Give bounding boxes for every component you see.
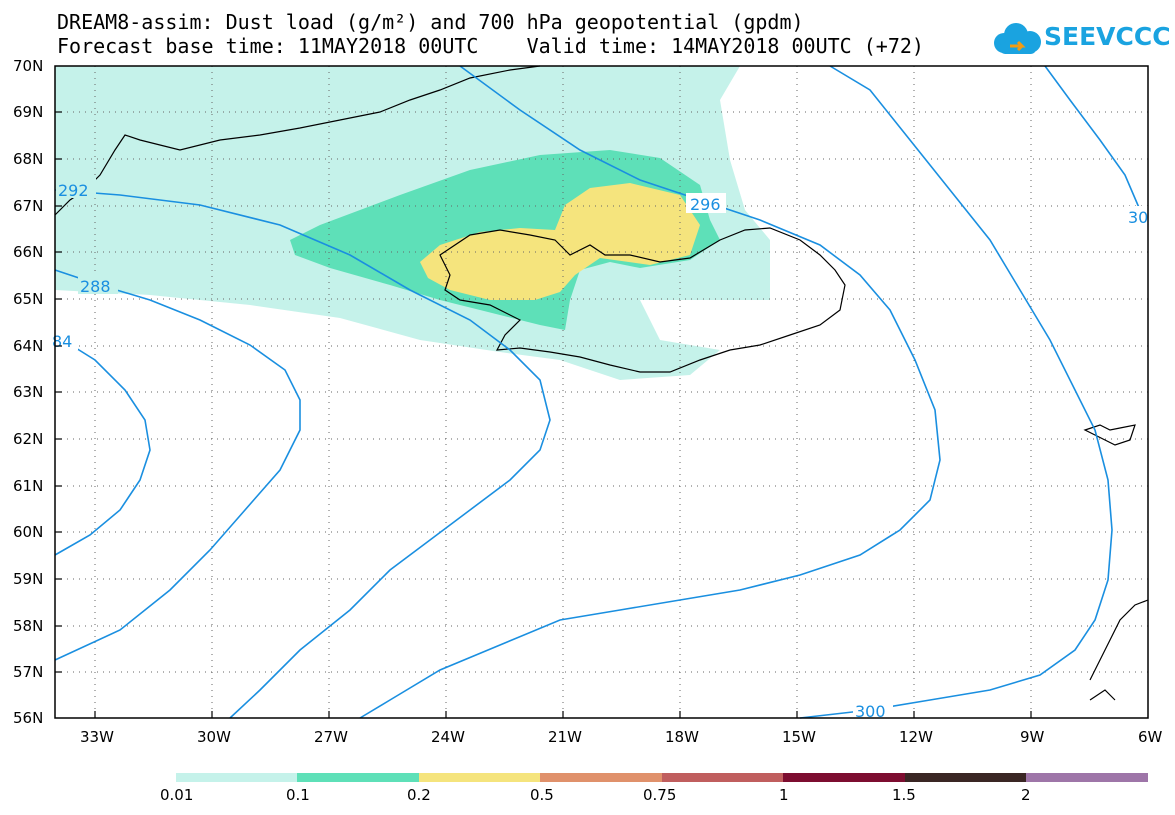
lat-label: 58N	[13, 617, 43, 635]
lon-label: 6W	[1138, 728, 1163, 746]
colorbar-label: 0.1	[286, 786, 310, 804]
lat-label: 61N	[13, 477, 43, 495]
colorbar-swatch	[905, 773, 1026, 782]
scotland-coast	[1089, 599, 1149, 701]
grid-lines	[55, 66, 1148, 718]
dust-field	[55, 66, 770, 380]
lat-label: 56N	[13, 709, 43, 727]
colorbar-label: 0.75	[643, 786, 676, 804]
contour-label-296: 296	[690, 195, 721, 214]
lon-label: 18W	[665, 728, 699, 746]
iceland-coast	[439, 227, 846, 373]
colorbar-label: 1.5	[892, 786, 916, 804]
geopotential-contours	[54, 65, 1149, 719]
lat-label: 60N	[13, 523, 43, 541]
colorbar-label: 2	[1021, 786, 1031, 804]
contour-labels: 292 288 84 296 300 30	[52, 178, 1148, 721]
lat-label: 62N	[13, 430, 43, 448]
lat-label: 65N	[13, 290, 43, 308]
lon-label: 33W	[80, 728, 114, 746]
coastline	[54, 65, 1149, 701]
logo-text: SEEVCCC	[1044, 22, 1171, 51]
lat-label: 57N	[13, 663, 43, 681]
colorbar-swatch	[419, 773, 540, 782]
lon-label: 24W	[431, 728, 465, 746]
dust-area-high	[420, 183, 700, 300]
lon-label: 12W	[899, 728, 933, 746]
contour-label-30: 30	[1128, 208, 1148, 227]
lat-label: 68N	[13, 150, 43, 168]
colorbar-swatch	[540, 773, 662, 782]
colorbar-swatch	[297, 773, 419, 782]
faroe-islands	[1083, 424, 1136, 446]
lat-label: 63N	[13, 383, 43, 401]
colorbar-label: 0.01	[160, 786, 193, 804]
colorbar-label: 0.5	[530, 786, 554, 804]
colorbar-label: 0.2	[407, 786, 431, 804]
contour-label-288: 288	[80, 277, 111, 296]
cloud-icon	[994, 23, 1041, 54]
lat-label: 66N	[13, 243, 43, 261]
tick-marks	[55, 111, 1032, 718]
lat-label: 64N	[13, 337, 43, 355]
lon-label: 15W	[782, 728, 816, 746]
contour-label-292: 292	[58, 181, 89, 200]
longitude-labels: 33W 30W 27W 24W 21W 18W 15W 12W 9W 6W	[80, 728, 1163, 746]
map-subtitle: Forecast base time: 11MAY2018 00UTC Vali…	[57, 34, 924, 58]
greenland-coast	[54, 65, 541, 216]
contour-label-300: 300	[855, 702, 886, 721]
colorbar-swatch	[662, 773, 783, 782]
lon-label: 9W	[1020, 728, 1045, 746]
colorbar-swatch	[1026, 773, 1148, 782]
colorbar: 0.01 0.1 0.2 0.5 0.75 1 1.5 2	[160, 773, 1148, 804]
colorbar-swatch	[176, 773, 297, 782]
colorbar-label: 1	[779, 786, 789, 804]
lat-label: 59N	[13, 570, 43, 588]
lon-label: 30W	[197, 728, 231, 746]
lat-label: 69N	[13, 103, 43, 121]
lat-label: 70N	[13, 57, 43, 75]
map-title: DREAM8-assim: Dust load (g/m²) and 700 h…	[57, 10, 804, 34]
lon-label: 27W	[314, 728, 348, 746]
colorbar-swatch	[783, 773, 905, 782]
latitude-labels: 70N 69N 68N 67N 66N 65N 64N 63N 62N 61N …	[13, 57, 43, 727]
lat-label: 67N	[13, 197, 43, 215]
lon-label: 21W	[548, 728, 582, 746]
